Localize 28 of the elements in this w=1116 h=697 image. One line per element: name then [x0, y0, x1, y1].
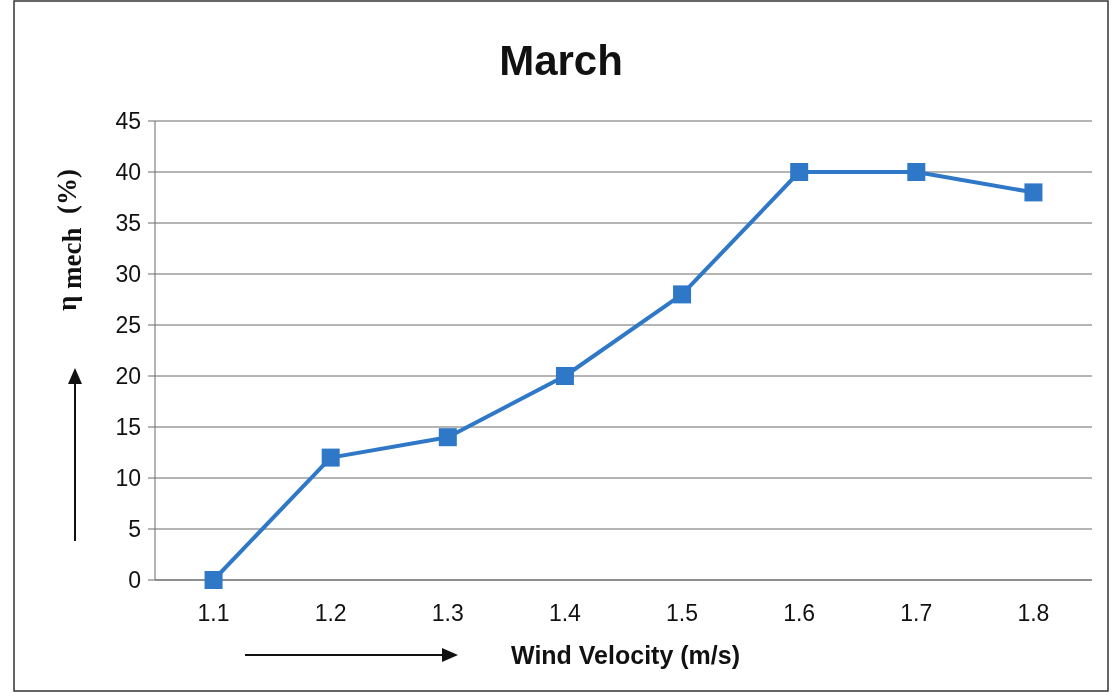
point [438, 428, 457, 447]
point [907, 163, 926, 181]
x-tick-label: 1.1 [197, 600, 230, 626]
chart-title: March [499, 37, 623, 84]
y-tick-label: 35 [115, 210, 141, 237]
x-tick-label: 1.7 [900, 600, 933, 626]
y-tick-label: 15 [115, 414, 141, 441]
x-tick-label: 1.5 [666, 600, 699, 626]
point [673, 285, 692, 304]
x-tick-label: 1.2 [314, 600, 347, 626]
y-tick-label: 25 [115, 312, 141, 339]
x-tick-label: 1.4 [548, 600, 582, 626]
point [321, 448, 340, 467]
point [555, 367, 574, 385]
point [204, 571, 223, 589]
y-tick-label: 30 [115, 261, 141, 288]
y-tick-label: 10 [115, 465, 141, 492]
x-tick-label: 1.3 [431, 600, 464, 626]
x-axis-title: Wind Velocity (m/s) [511, 641, 740, 669]
y-tick-label: 5 [128, 516, 141, 543]
point [1024, 183, 1043, 202]
x-tick-label: 1.8 [1017, 600, 1050, 626]
y-tick-label: 45 [115, 108, 141, 135]
y-tick-label: 40 [115, 159, 141, 186]
point [790, 163, 809, 181]
x-tick-label: 1.6 [783, 600, 816, 626]
y-tick-label: 0 [128, 567, 141, 594]
y-tick-label: 20 [115, 363, 141, 390]
